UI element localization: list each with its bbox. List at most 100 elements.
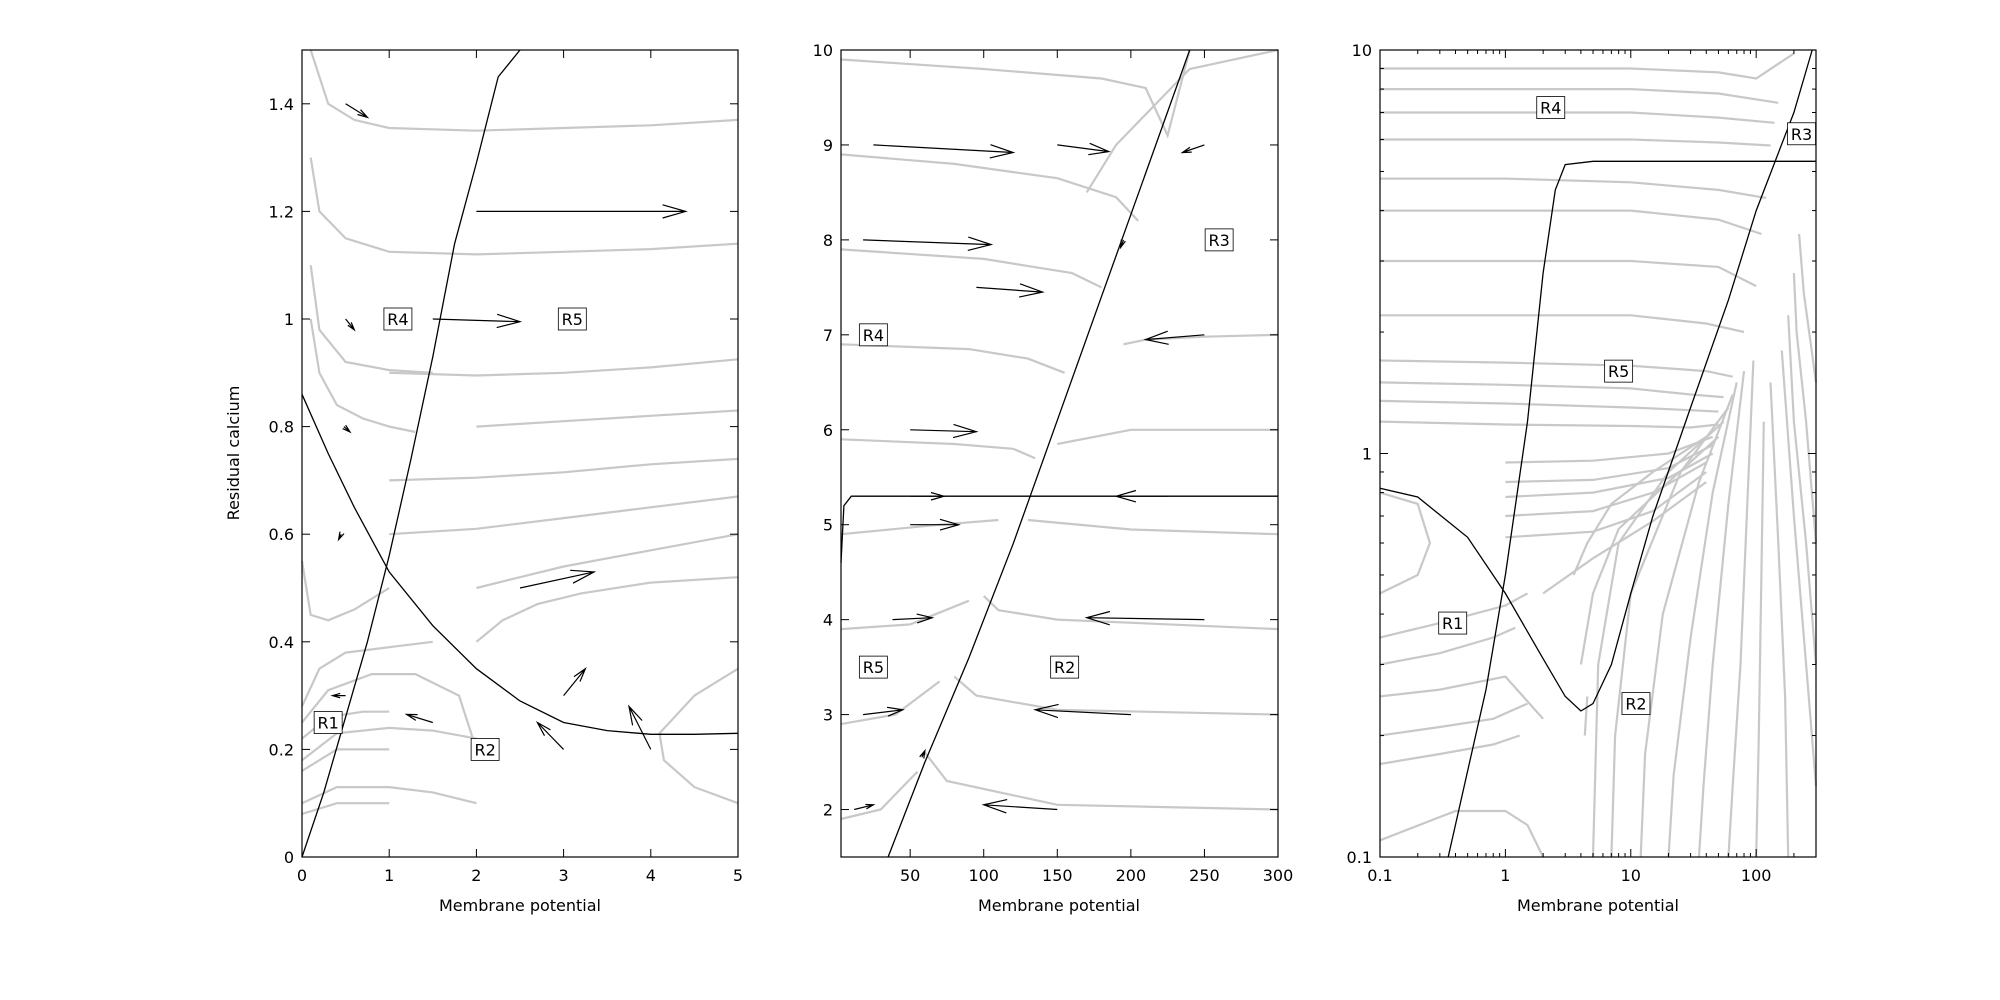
panel-1-arrow-9: [535, 720, 565, 750]
panel-3-trajectory-25: [1379, 491, 1432, 595]
panel-1-trajectory-2: [309, 157, 739, 256]
panel-3-trajectory-9: [1379, 359, 1733, 378]
region-label-r5: R5: [562, 310, 583, 329]
panel-3-trajectory-3: [1380, 111, 1775, 124]
panel-1-arrow-12: [330, 692, 346, 699]
panel-2-trajectory-15: [953, 675, 1279, 716]
panel-1-nullcline-1: [301, 49, 521, 858]
panel-2-trajectory-16: [924, 751, 1279, 811]
region-label-r2: R2: [1625, 695, 1646, 714]
panel-1-trajectories: [300, 49, 739, 816]
panel-1-y-tick-label: 1: [284, 310, 294, 329]
panel-2-arrow-17: [981, 799, 1058, 814]
panel-1-trajectory-6: [476, 409, 739, 428]
region-label-box-r5: [858, 655, 888, 679]
panel-2-x-tick-label: 50: [900, 866, 920, 885]
panel-2-arrow-1: [873, 144, 1016, 159]
region-label-r4: R4: [387, 310, 408, 329]
panel-1: 0 1 2 3 4 5 0 0.2 0.4 0.6 0.8 1 1.2 1.4 R4 R5 R1 R2 Memb…: [224, 49, 743, 915]
panel-1-trajectory-9: [476, 533, 739, 590]
region-label-box-r5: [1604, 359, 1634, 383]
panel-3-trajectory-4: [1380, 138, 1771, 147]
panel-2-arrow-13: [892, 613, 935, 624]
panel-2-trajectory-3: [840, 248, 1102, 289]
panel-2-nullcline-1: [887, 49, 1191, 858]
panel-2-region-labels: R3 R4 R5 R2: [858, 228, 1234, 679]
panel-3-trajectory-40: [1798, 233, 1818, 383]
region-label-r4: R4: [1540, 99, 1561, 118]
panel-1-trajectory-19: [658, 667, 739, 805]
panel-3-trajectory-39: [1792, 273, 1818, 544]
panel-2-arrow-10: [1113, 489, 1168, 503]
panel-2-trajectory-1: [840, 49, 1191, 139]
panel-2-arrow-18: [919, 748, 926, 759]
panel-3-trajectory-22: [1379, 702, 1528, 737]
panel-1-arrow-5: [342, 424, 352, 434]
panel-2-x-tick-label: 150: [1042, 866, 1073, 885]
panel-2-arrow-14: [1033, 703, 1131, 719]
panel-1-arrow-1: [345, 103, 370, 119]
panel-1-x-tick-label: 3: [559, 866, 569, 885]
panel-3-nullclines: [1379, 49, 1816, 858]
panel-2-trajectory-7: [840, 599, 970, 631]
panel-2-nullcline-2: [840, 495, 1278, 563]
panel-3: 0.1 1 10 100 0.1 1 10 R4 R3 R5 R1 R2 Membrane pote…: [1347, 41, 1818, 915]
panel-1-x-axis-label: Membrane potential: [439, 896, 601, 915]
panel-2-trajectory-8: [840, 680, 941, 726]
region-label-box-r4: [1536, 96, 1566, 119]
panel-3-trajectory-7: [1380, 259, 1757, 288]
panel-1-y-tick-label: 1.4: [269, 95, 294, 114]
panel-3-x-tick-label: 1: [1500, 866, 1510, 885]
panel-3-trajectory-15: [1505, 452, 1714, 499]
panel-2-trajectory-13: [1027, 518, 1279, 536]
region-label-r5: R5: [1608, 362, 1629, 381]
panel-3-nullcline-2: [1379, 49, 1813, 712]
region-label-r5: R5: [863, 658, 884, 677]
panel-1-arrow-8: [563, 667, 587, 696]
panel-2-y-tick-label: 4: [823, 611, 833, 630]
panel-2-arrow-11: [910, 518, 961, 531]
panel-3-trajectory-20: [1379, 626, 1516, 666]
panel-3-trajectories: [1379, 52, 1818, 858]
panel-1-x-tick-label: 2: [471, 866, 481, 885]
panel-3-trajectory-17: [1505, 471, 1707, 539]
region-label-r3: R3: [1208, 231, 1229, 250]
panel-1-trajectory-7: [389, 457, 739, 482]
panel-1-trajectory-17: [301, 786, 477, 805]
panel-2-arrow-16: [854, 803, 876, 811]
panel-3-trajectory-38: [1787, 315, 1818, 665]
panel-2-x-tick-label: 300: [1263, 866, 1294, 885]
panel-2-trajectory-12: [1057, 428, 1278, 446]
panel-3-x-tick-label: 0.1: [1367, 866, 1392, 885]
panel-1-y-axis-label: Residual calcium: [224, 386, 243, 521]
region-label-r1: R1: [1442, 614, 1463, 633]
region-label-r2: R2: [1054, 658, 1075, 677]
panel-1-trajectory-5: [389, 358, 739, 377]
panel-2-x-tick-label: 200: [1116, 866, 1147, 885]
panel-2-trajectory-11: [1123, 333, 1279, 346]
region-label-r2: R2: [474, 740, 495, 759]
panel-1-trajectory-13: [301, 673, 478, 750]
panel-3-trajectory-28: [1583, 696, 1589, 736]
panel-2-trajectories: [840, 48, 1279, 821]
panel-1-arrow-10: [628, 704, 652, 750]
panel-1-arrow-7: [519, 569, 597, 589]
panel-2-trajectory-5: [840, 438, 1036, 460]
panel-2-arrow-12: [1084, 610, 1205, 626]
panel-1-trajectory-12: [301, 640, 433, 707]
panel-3-trajectory-11: [1379, 399, 1719, 413]
panel-3-trajectory-21: [1379, 675, 1544, 720]
panel-2-y-tick-label: 5: [823, 516, 833, 535]
panel-1-trajectory-11: [300, 560, 390, 622]
panel-2-arrow-3: [1180, 144, 1205, 154]
panel-3-trajectory-29: [1591, 420, 1725, 858]
panel-3-trajectory-26: [1572, 435, 1707, 576]
panel-1-arrow-6: [337, 531, 345, 542]
panel-1-trajectory-4: [309, 318, 416, 434]
region-label-box-r2: [1050, 655, 1080, 679]
panel-2-trajectory-6: [840, 518, 999, 536]
panel-3-region-labels: R4 R3 R5 R1 R2: [1438, 96, 1816, 715]
panel-3-y-tick-label: 0.1: [1347, 848, 1372, 867]
panel-1-x-tick-label: 5: [733, 866, 743, 885]
panel-1-y-tick-label: 0.2: [269, 740, 294, 759]
